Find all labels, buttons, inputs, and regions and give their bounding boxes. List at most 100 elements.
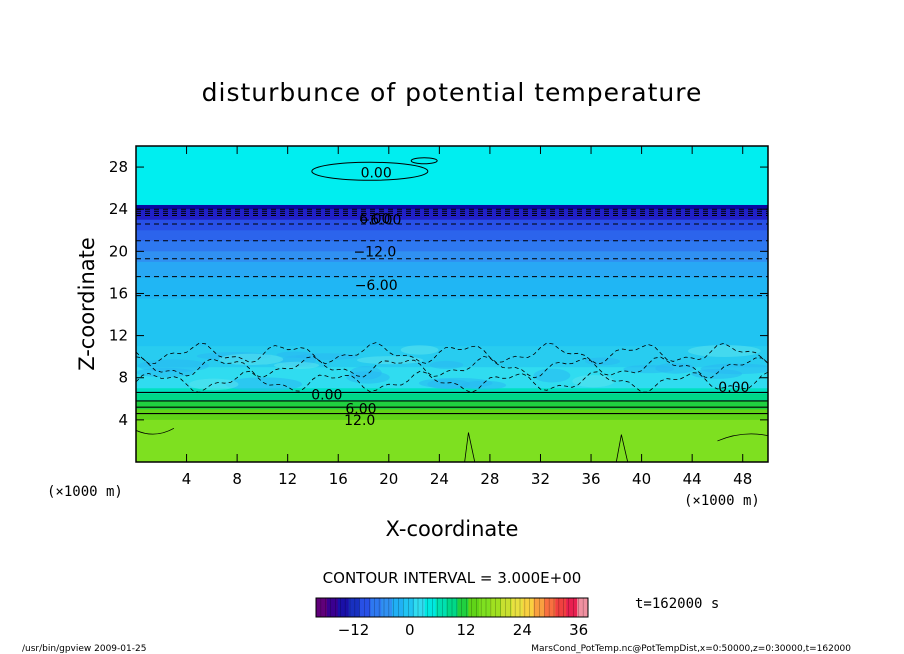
y-tick-label-3: 16	[109, 284, 128, 302]
footer-right: MarsCond_PotTemp.nc@PotTempDist,x=0:5000…	[531, 644, 851, 654]
contour-interval: CONTOUR INTERVAL = 3.000E+00	[323, 569, 582, 587]
x-tick-label-8: 36	[581, 470, 600, 488]
band-14	[136, 400, 768, 410]
turbulence-blob-5	[400, 345, 439, 355]
colorbar-segment-2	[337, 598, 350, 617]
turbulence-blob-22	[276, 351, 314, 358]
colorbar-segment-3	[348, 598, 360, 617]
x-tick-label-9: 40	[632, 470, 651, 488]
turbulence-blob-15	[687, 345, 761, 358]
colorbar-segment-24	[577, 598, 589, 617]
y-tick-label-6: 28	[109, 158, 128, 176]
colorbar-segment-6	[381, 598, 393, 617]
x-tick-label-6: 28	[480, 470, 499, 488]
contour-lines	[136, 157, 768, 462]
colorbar-segment-13	[457, 598, 469, 617]
band-6	[136, 251, 768, 263]
colorbar-segment-18	[511, 598, 524, 617]
y-tick-label-5: 24	[109, 200, 128, 218]
colorbar-segment-21	[544, 598, 556, 617]
colorbar-segment-1	[326, 598, 339, 617]
band-4	[136, 230, 768, 242]
footer-left: /usr/bin/gpview 2009-01-25	[22, 644, 146, 654]
chart-title: disturbunce of potential temperature	[202, 78, 703, 107]
closed-contour-small	[410, 157, 438, 165]
colorbar-segment-14	[468, 598, 480, 617]
x-axis-label: X-coordinate	[386, 517, 519, 541]
colorbar-segment-19	[522, 598, 534, 617]
turbulence-blob-11	[188, 378, 239, 391]
band-8	[136, 277, 768, 300]
x-unit-right: (×1000 m)	[684, 493, 760, 509]
turbulence-blob-19	[700, 363, 768, 375]
contour-label-4: −6.00	[355, 278, 398, 294]
colorbar-tick-label-3: 24	[513, 621, 532, 639]
turbulence-blob-7	[273, 361, 320, 370]
x-tick-label-3: 16	[329, 470, 348, 488]
turbulence-blob-6	[533, 368, 571, 383]
colorbar	[315, 598, 589, 617]
turbulence-blob-4	[225, 377, 303, 392]
wavy-contour-2	[136, 342, 768, 365]
colorbar-segment-0	[316, 598, 328, 617]
contour-label-7: 12.0	[344, 413, 375, 429]
colorbar-ticks: −12 0 12 24 36	[338, 621, 588, 639]
band-9	[136, 298, 768, 347]
colorbar-segment-11	[435, 598, 447, 617]
x-tick-label-11: 48	[733, 470, 752, 488]
turbulence-blob-0	[429, 360, 464, 369]
contour-label-1: 6.00	[359, 212, 390, 228]
turbulence-blob-24	[427, 379, 470, 390]
turbulence-blob-16	[461, 380, 507, 390]
colorbar-segment-12	[446, 598, 458, 617]
colorbar-segment-15	[479, 598, 491, 617]
vertical-contour-2	[615, 434, 629, 462]
band-5	[136, 240, 768, 252]
colorbar-segment-9	[413, 598, 426, 617]
x-tick-label-10: 44	[683, 470, 702, 488]
colorbar-segment-10	[424, 598, 437, 617]
y-axis-label: Z-coordinate	[75, 237, 99, 371]
contour-label-5: 0.00	[311, 388, 342, 404]
y-tick-label-2: 12	[109, 327, 128, 345]
closed-contour-top	[311, 161, 429, 181]
colorbar-segment-8	[403, 598, 415, 617]
turbulence-blob-13	[623, 365, 675, 374]
x-tick-label-4: 20	[379, 470, 398, 488]
colorbar-segment-5	[370, 598, 382, 617]
contour-label-6: 6.00	[345, 401, 376, 417]
turbulence-blob-17	[356, 356, 424, 365]
colorbar-tick-label-1: 0	[405, 621, 415, 639]
plot-frame	[135, 145, 769, 463]
color-bands	[136, 146, 768, 462]
wavy-contour-1	[136, 355, 768, 379]
band-13	[136, 393, 768, 402]
colorbar-frame	[315, 597, 589, 618]
colorbar-segment-7	[392, 598, 404, 617]
x-axis-ticks: 4 8 12 16 20 24 28 32 36 40 44 48	[182, 146, 752, 488]
y-tick-label-4: 20	[109, 242, 128, 260]
band-15	[136, 409, 768, 421]
colorbar-segment-22	[555, 598, 567, 617]
contour-label-2: −6.00	[358, 213, 401, 229]
time-label: t=162000 s	[635, 596, 719, 612]
y-tick-label-0: 4	[118, 411, 128, 429]
colorbar-segment-17	[500, 598, 513, 617]
band-1	[136, 204, 768, 210]
y-tick-label-1: 8	[118, 369, 128, 387]
colorbar-tick-label-0: −12	[338, 621, 370, 639]
corner-contour-left	[136, 427, 175, 435]
y-axis-ticks: 4 8 12 16 20 24 28	[109, 158, 768, 429]
band-0	[136, 146, 768, 206]
band-7	[136, 261, 768, 279]
contour-label-3: −12.0	[353, 244, 396, 260]
wavy-contour-0	[136, 370, 768, 393]
colorbar-segment-4	[359, 598, 371, 617]
x-tick-label-0: 4	[182, 470, 192, 488]
colorbar-segment-23	[566, 598, 578, 617]
x-tick-label-2: 12	[278, 470, 297, 488]
corner-contour-right	[717, 433, 768, 442]
band-12	[136, 388, 768, 395]
